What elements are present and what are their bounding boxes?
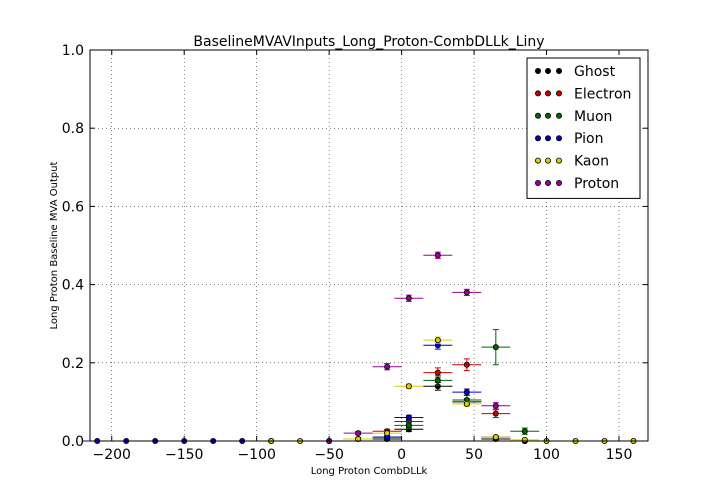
x-tick-label: 150 [606,447,633,463]
legend: Ghost Electron Muon Pion Kaon Proton [526,57,641,199]
ticks: −200 −150 −100 −50 0 50 100 150 0.0 0.2 0.4 0.6 0.8 1… [62,43,648,463]
data-point [463,361,470,368]
legend-marker [545,157,552,164]
legend-entry-muon: Muon [535,109,612,125]
legend-marker [535,112,542,119]
data-point [521,436,528,443]
legend-marker [535,157,542,164]
x-tick-label: 100 [533,447,560,463]
x-tick-label: −100 [237,447,275,463]
data-point [492,434,499,441]
legend-entry-electron: Electron [535,86,631,102]
data-point [434,252,441,259]
data-point [405,383,412,390]
x-tick-label: −150 [165,447,203,463]
data-point [405,414,412,421]
x-tick-label: −50 [314,447,344,463]
y-tick-label: 1.0 [62,43,84,59]
legend-entry-kaon: Kaon [535,154,609,170]
data-point [434,369,441,376]
data-point [384,430,391,437]
data-point [463,389,470,396]
legend-label: Proton [574,176,619,192]
legend-marker [535,68,542,75]
y-tick-label: 0.0 [62,434,84,450]
data-point [463,289,470,296]
plot-frame [89,49,649,442]
x-axis-label: Long Proton CombDLLk [311,466,428,477]
data-point [463,400,470,407]
legend-label: Kaon [574,154,609,170]
data-point [492,410,499,417]
legend-marker [556,112,563,119]
legend-entry-pion: Pion [535,131,603,147]
x-tick-label: −200 [93,447,131,463]
data-point [355,436,362,443]
data-point [405,422,412,429]
legend-marker [545,179,552,186]
legend-label: Muon [574,109,612,125]
legend-marker [556,90,563,97]
legend-box [526,57,641,199]
legend-label: Electron [574,86,631,102]
data-point [405,295,412,302]
data-point [355,430,362,437]
data-point [492,402,499,409]
x-tick-label: 50 [465,447,483,463]
legend-marker [535,135,542,142]
legend-marker [535,90,542,97]
y-tick-label: 0.2 [62,356,84,372]
y-tick-label: 0.4 [62,278,84,294]
legend-marker [556,179,563,186]
data-point [492,344,499,351]
data-point [434,377,441,384]
y-tick-label: 0.8 [62,121,84,137]
legend-marker [545,90,552,97]
legend-entry-ghost: Ghost [535,64,616,80]
y-axis-label: Long Proton Baseline MVA Output [49,161,60,329]
data-point [434,337,441,344]
legend-marker [556,68,563,75]
x-tick-label: 0 [397,447,406,463]
legend-marker [545,68,552,75]
legend-marker [545,135,552,142]
chart-title: BaselineMVAVInputs_Long_Proton-CombDLLk_… [193,34,544,50]
legend-label: Ghost [574,64,616,80]
data-point [521,428,528,435]
legend-label: Pion [574,131,603,147]
series-kaon [256,336,648,444]
legend-marker [556,135,563,142]
legend-marker [556,157,563,164]
legend-entry-proton: Proton [535,176,619,192]
legend-marker [535,179,542,186]
data-point [384,363,391,370]
legend-marker [545,112,552,119]
y-tick-label: 0.6 [62,199,84,215]
